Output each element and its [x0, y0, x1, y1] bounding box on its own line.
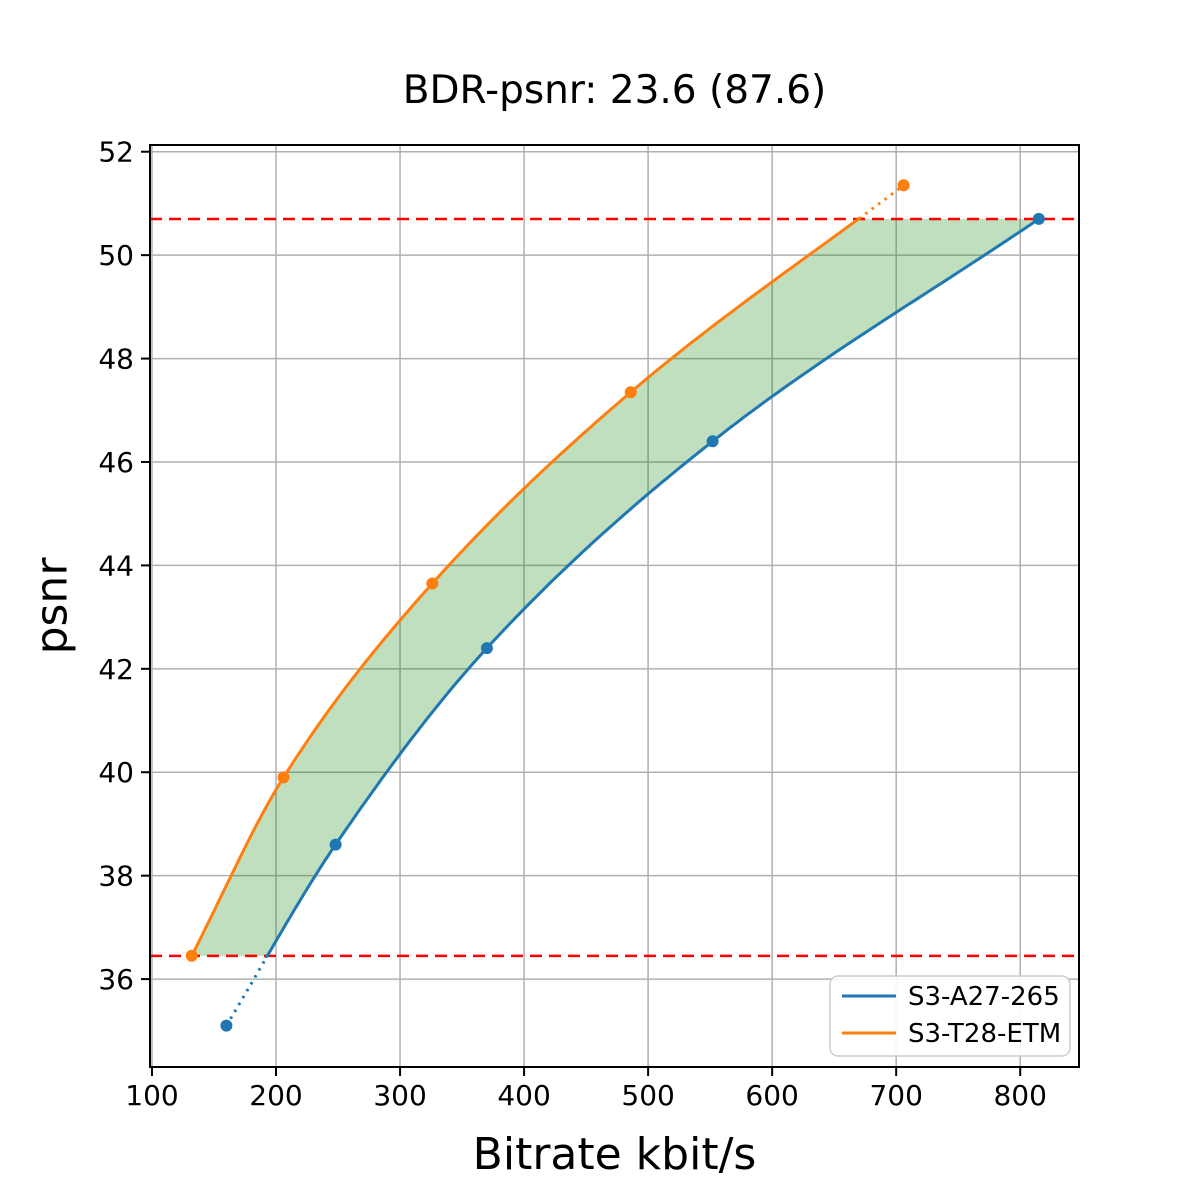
x-tick-label: 700 [869, 1079, 922, 1112]
y-tick-label: 52 [98, 136, 134, 169]
x-tick-label: 600 [745, 1079, 798, 1112]
x-tick-label: 400 [497, 1079, 550, 1112]
x-tick-label: 800 [993, 1079, 1046, 1112]
data-point-marker [277, 771, 290, 784]
legend-label-1: S3-T28-ETM [908, 1019, 1061, 1049]
legend: S3-A27-265 S3-T28-ETM [829, 975, 1071, 1057]
x-tick-label: 300 [373, 1079, 426, 1112]
y-tick-label: 36 [98, 963, 134, 996]
y-tick-label: 50 [98, 239, 134, 272]
legend-label-0: S3-A27-265 [908, 982, 1060, 1012]
y-tick-label: 40 [98, 756, 134, 789]
y-tick-label: 38 [98, 860, 134, 893]
data-point-marker [329, 838, 342, 851]
y-tick-label: 46 [98, 446, 134, 479]
data-point-marker [220, 1019, 233, 1032]
data-point-marker [1032, 212, 1045, 225]
x-tick-label: 100 [125, 1079, 178, 1112]
x-axis-label: Bitrate kbit/s [472, 1129, 757, 1180]
x-tick-label: 200 [249, 1079, 302, 1112]
data-point-marker [897, 179, 910, 192]
chart-title: BDR-psnr: 23.6 (87.6) [402, 68, 827, 113]
bd-overlap-band [191, 218, 1039, 956]
y-tick-label: 48 [98, 343, 134, 376]
series-line-solid-0 [264, 217, 1040, 958]
data-point-marker [480, 642, 493, 655]
y-axis-label: psnr [26, 557, 78, 655]
y-tick-label: 42 [98, 653, 134, 686]
data-point-marker [185, 949, 198, 962]
x-tick-label: 500 [621, 1079, 674, 1112]
ticks: 100 200 300 400 500 600 700 800 36 38 40 42 44 46 48 50… [98, 136, 1047, 1112]
data-point-marker [624, 386, 637, 399]
series-line-dotted-0 [225, 217, 1040, 1027]
grid [150, 145, 1079, 1067]
data-point-marker [706, 435, 719, 448]
data-point-marker [426, 577, 439, 590]
axes-spines [149, 144, 1080, 1068]
y-tick-label: 44 [98, 549, 134, 582]
